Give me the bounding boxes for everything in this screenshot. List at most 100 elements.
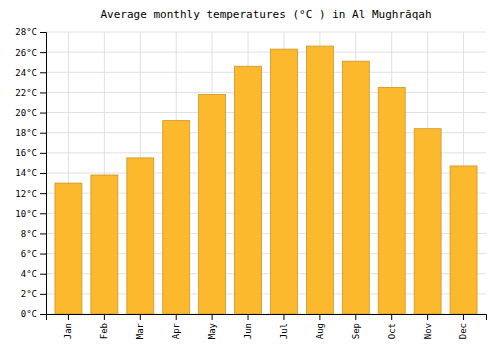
tick-mark	[40, 32, 46, 33]
grid-line	[46, 72, 486, 73]
tick-label: Sep	[351, 323, 361, 339]
tick: Jan	[63, 314, 73, 339]
bar	[199, 94, 226, 314]
tick: Aug	[315, 314, 325, 339]
tick-mark	[40, 173, 46, 174]
tick-mark	[40, 213, 46, 214]
axis-line	[40, 33, 47, 315]
tick: 4°C	[21, 269, 46, 279]
tick-label: 24°C	[15, 68, 37, 78]
tick: 16°C	[15, 148, 46, 158]
tick-label: May	[207, 322, 217, 339]
tick: Nov	[423, 314, 433, 339]
tick-label: 14°C	[15, 168, 37, 178]
bar	[270, 49, 297, 314]
tick: 20°C	[15, 108, 46, 118]
tick-mark	[40, 233, 46, 234]
tick-label: 22°C	[15, 88, 37, 98]
tick-label: Jun	[243, 323, 253, 339]
bar	[342, 61, 369, 314]
tick-mark	[40, 133, 46, 134]
tick-label: 12°C	[15, 189, 37, 199]
tick-label: 20°C	[15, 108, 37, 118]
tick: 18°C	[15, 128, 46, 138]
tick: Mar	[135, 314, 145, 339]
bar	[378, 87, 405, 314]
tick-mark	[40, 274, 46, 275]
tick-label: Jan	[63, 323, 73, 339]
tick-mark	[355, 314, 356, 320]
tick-mark	[140, 314, 141, 320]
tick: 22°C	[15, 88, 46, 98]
tick: 6°C	[21, 249, 46, 259]
tick-mark	[40, 52, 46, 53]
tick-mark	[283, 314, 284, 320]
tick-mark	[40, 72, 46, 73]
bar	[163, 121, 190, 314]
tick: 24°C	[15, 68, 46, 78]
tick-label: Feb	[99, 323, 109, 339]
tick-mark	[248, 314, 249, 320]
tick-label: Apr	[171, 322, 181, 339]
tick-mark	[391, 314, 392, 320]
tick: 10°C	[15, 209, 46, 219]
grid-line	[46, 112, 486, 113]
tick: 12°C	[15, 189, 46, 199]
tick-label: 6°C	[21, 249, 37, 259]
tick-mark	[212, 314, 213, 320]
tick-mark	[463, 314, 464, 320]
tick: Apr	[171, 314, 181, 339]
tick-mark	[40, 294, 46, 295]
bar	[414, 129, 441, 314]
grid	[46, 32, 486, 314]
chart: 0°C 2°C 4°C 6°C 8°C 10°C 12°C 14°C 16°C 18°C 20°C 2…	[0, 0, 500, 350]
tick-label: 18°C	[15, 128, 37, 138]
plot: 0°C 2°C 4°C 6°C 8°C 10°C 12°C 14°C 16°C 18°C 20°C 2…	[15, 27, 486, 339]
grid-line	[46, 32, 486, 33]
tick-label: 28°C	[15, 27, 37, 37]
grid-line	[46, 52, 486, 53]
tick: 8°C	[21, 229, 46, 239]
x-axis: Jan Feb Mar Apr May Jun Jul Aug Sep Oct Nov Dec	[47, 314, 487, 339]
bar	[55, 183, 82, 314]
tick-label: 16°C	[15, 148, 37, 158]
tick-mark	[40, 193, 46, 194]
bar	[127, 158, 154, 314]
tick-label: 26°C	[15, 48, 37, 58]
tick: Oct	[387, 314, 397, 339]
tick: Jun	[243, 314, 253, 339]
tick-label: Oct	[387, 323, 397, 339]
grid-line	[46, 92, 486, 93]
tick-mark	[68, 314, 69, 320]
tick-label: Mar	[135, 322, 145, 339]
tick: Feb	[99, 314, 109, 339]
tick-mark	[40, 92, 46, 93]
tick: 26°C	[15, 48, 46, 58]
tick-mark	[40, 153, 46, 154]
tick-label: 8°C	[21, 229, 37, 239]
tick-mark	[40, 254, 46, 255]
tick: Dec	[458, 314, 468, 339]
tick: Jul	[279, 314, 289, 339]
tick-mark	[104, 314, 105, 320]
tick-mark	[427, 314, 428, 320]
tick-label: 0°C	[21, 309, 37, 319]
tick-mark	[176, 314, 177, 320]
tick: Sep	[351, 314, 361, 339]
y-axis: 0°C 2°C 4°C 6°C 8°C 10°C 12°C 14°C 16°C 18°C 20°C 2…	[15, 27, 46, 319]
tick: May	[207, 314, 217, 339]
bar	[450, 166, 477, 314]
tick-label: Dec	[458, 323, 468, 339]
tick-mark	[40, 113, 46, 114]
tick: 28°C	[15, 27, 46, 37]
tick-label: 10°C	[15, 209, 37, 219]
bar	[91, 175, 118, 314]
axis-line	[47, 315, 487, 321]
tick-label: Jul	[279, 323, 289, 339]
tick-mark	[40, 314, 46, 315]
tick: 2°C	[21, 289, 46, 299]
tick-label: 2°C	[21, 289, 37, 299]
tick-label: Nov	[423, 323, 433, 339]
bar	[235, 66, 262, 314]
bar	[306, 46, 333, 314]
